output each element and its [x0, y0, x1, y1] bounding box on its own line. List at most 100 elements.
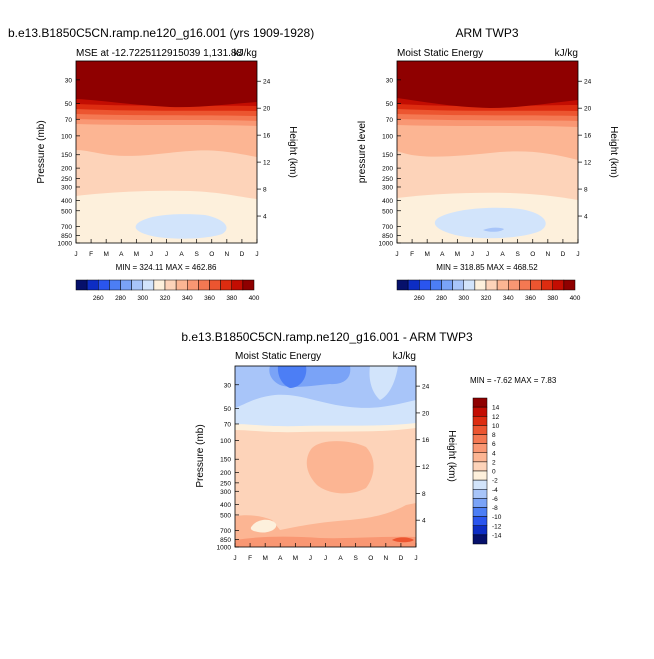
colorbar-swatch [472, 425, 488, 435]
units-label: kJ/kg [555, 48, 578, 59]
x-tick-label: M [455, 251, 460, 258]
colorbar-swatch [472, 498, 488, 508]
y-tick-label: 100 [220, 438, 231, 445]
x-tick-label: A [119, 251, 124, 258]
contour-band-310 [434, 207, 546, 239]
contour-fill [397, 61, 578, 243]
x-tick-label: J [324, 555, 327, 562]
colorbar-label: 380 [547, 295, 558, 302]
y-tick-label: 250 [61, 176, 72, 183]
colorbar-swatch [231, 279, 244, 291]
colorbar-swatch [75, 279, 88, 291]
y2-tick-label: 24 [422, 384, 430, 391]
x-tick-label: J [233, 555, 236, 562]
colorbar-label: -8 [492, 505, 498, 512]
y-tick-label: 100 [61, 133, 72, 140]
x-tick-label: M [103, 251, 108, 258]
colorbar-label: 320 [481, 295, 492, 302]
colorbar-label: 0 [492, 469, 496, 476]
y-tick-label: 50 [65, 101, 73, 108]
colorbar-swatch [175, 279, 188, 291]
x-tick-label: D [240, 251, 245, 258]
x-tick-label: J [150, 251, 153, 258]
plot-left-label: MSE at -12.7225112915039 1,131.88 [76, 48, 242, 59]
y-tick-label: 700 [220, 528, 231, 535]
colorbar-label: 6 [492, 441, 496, 448]
colorbar-swatch [472, 397, 488, 408]
colorbar-label: 300 [458, 295, 469, 302]
y2-tick-label: 4 [263, 214, 267, 221]
colorbar-label: 280 [115, 295, 126, 302]
colorbar-swatch [530, 279, 542, 291]
panel-diff: b.e13.B1850C5CN.ramp.ne120_g16.001 - ARM… [181, 330, 556, 562]
y2-tick-label: 20 [263, 106, 271, 113]
contour-band-8 [392, 537, 414, 543]
colorbar-label: 360 [525, 295, 536, 302]
colorbar-label: 320 [160, 295, 171, 302]
colorbar: 14 12 10 8 6 4 2 0 -2 -4 -6 -8 -10 -12 -14 [472, 397, 502, 545]
x-tick-label: J [576, 251, 579, 258]
colorbar-label: 10 [492, 423, 500, 430]
colorbar-swatch [120, 279, 132, 291]
colorbar-label: 400 [570, 295, 581, 302]
colorbar-label: 12 [492, 414, 500, 421]
colorbar-swatch [563, 279, 576, 291]
x-tick-label: F [410, 251, 414, 258]
colorbar-swatch [441, 279, 453, 291]
colorbar-label: 380 [226, 295, 237, 302]
colorbar-swatch [142, 279, 155, 291]
colorbar-swatch [463, 279, 476, 291]
y2-tick-label: 12 [422, 464, 430, 471]
panel-model: b.e13.B1850C5CN.ramp.ne120_g16.001 (yrs … [8, 26, 314, 302]
contour-band-400 [397, 61, 578, 108]
colorbar-swatch [220, 279, 232, 291]
x-tick-label: M [293, 555, 298, 562]
y-tick-label: 70 [224, 421, 232, 428]
colorbar-label: 300 [137, 295, 148, 302]
colorbar-swatch [472, 516, 488, 526]
x-tick-label: M [134, 251, 139, 258]
colorbar-swatch [472, 489, 488, 499]
colorbar-swatch [472, 525, 488, 536]
y2-tick-label: 4 [422, 518, 426, 525]
y2-tick-label: 24 [263, 79, 271, 86]
y-tick-label: 300 [61, 184, 72, 191]
colorbar-swatch [198, 279, 210, 291]
colorbar-swatch [396, 279, 409, 291]
colorbar-swatch [209, 279, 221, 291]
colorbar-swatch [187, 279, 199, 291]
colorbar-label: 4 [492, 450, 496, 457]
y2-tick-label: 4 [584, 214, 588, 221]
x-tick-label: A [500, 251, 505, 258]
y-tick-label: 500 [382, 208, 393, 215]
colorbar-swatch [164, 279, 177, 291]
colorbar-swatch [109, 279, 121, 291]
y-tick-label: 700 [61, 224, 72, 231]
y2-tick-label: 8 [422, 491, 426, 498]
colorbar-swatch [474, 279, 487, 291]
x-tick-label: F [89, 251, 93, 258]
contour-band-300 [483, 227, 504, 232]
y-tick-label: 50 [386, 101, 394, 108]
x-tick-label: S [515, 251, 520, 258]
colorbar-swatch [552, 279, 565, 291]
y2-tick-label: 8 [584, 187, 588, 194]
min-max-label: MIN = 324.11 MAX = 462.86 [116, 263, 217, 272]
colorbar-swatch [407, 279, 420, 291]
contour-band-4 [306, 441, 374, 494]
colorbar-swatch [98, 279, 110, 291]
x-tick-label: O [530, 251, 535, 258]
y-tick-label: 150 [382, 152, 393, 159]
y-tick-label: 1000 [379, 241, 394, 248]
plot-left-label: Moist Static Energy [235, 351, 321, 362]
panel-title: ARM TWP3 [455, 26, 518, 40]
y-tick-label: 30 [65, 77, 73, 84]
x-tick-label: J [486, 251, 489, 258]
x-tick-label: J [74, 251, 77, 258]
colorbar-label: 400 [249, 295, 260, 302]
x-tick-label: N [545, 251, 550, 258]
